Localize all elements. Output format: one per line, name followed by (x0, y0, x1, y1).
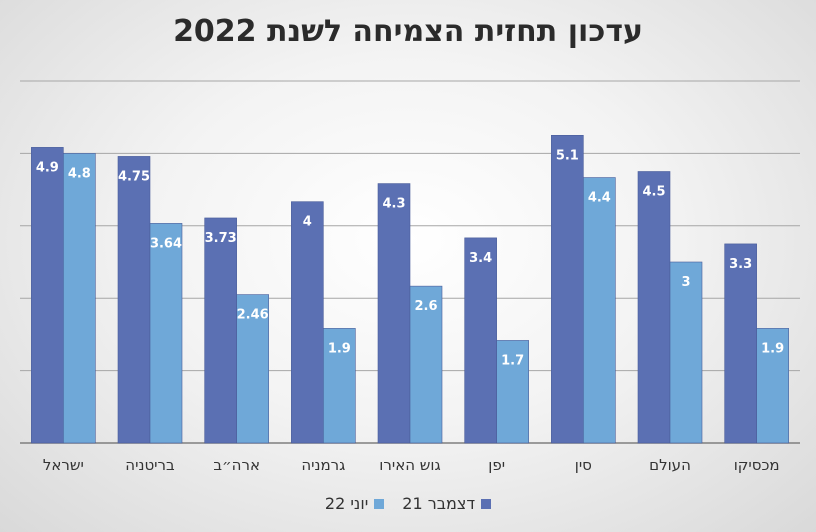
bar-dec21 (291, 201, 324, 444)
data-label: 4.75 (118, 169, 150, 184)
data-label: 4.9 (36, 160, 59, 175)
data-label: 1.9 (761, 341, 784, 356)
x-tick-label: ישראל (43, 456, 84, 474)
data-label: 3.4 (469, 251, 492, 266)
data-label: 4.4 (588, 191, 611, 206)
data-label: 4.3 (382, 197, 405, 212)
data-label: 3.64 (150, 236, 182, 251)
bar-jun22 (496, 340, 529, 444)
bar-jun22 (756, 328, 789, 444)
bar-dec21 (637, 171, 671, 444)
bar-jun22 (149, 223, 183, 444)
x-tick-label: סין (575, 456, 592, 474)
x-tick-label: גוש האירו (379, 456, 440, 474)
data-label: 3 (681, 275, 690, 290)
data-label: 3.3 (729, 257, 752, 272)
bar-jun22 (236, 294, 269, 444)
bar-dec21 (204, 217, 237, 444)
bar-dec21 (31, 147, 64, 444)
bar-dec21 (464, 237, 497, 444)
x-tick-label: העולם (649, 456, 691, 474)
bar-jun22 (409, 285, 443, 444)
bar-jun22 (669, 261, 703, 444)
bar-dec21 (724, 243, 757, 444)
bar-dec21 (117, 156, 151, 444)
data-label: 2.6 (414, 299, 437, 314)
x-tick-label: גרמניה (301, 456, 345, 474)
x-tick-label: מכסיקו (734, 456, 780, 474)
bar-jun22 (63, 153, 96, 444)
bar-jun22 (583, 177, 616, 444)
legend: דצמבר 21 יוני 22 (0, 494, 816, 513)
data-label: 1.9 (328, 341, 351, 356)
legend-item-jun22: יוני 22 (324, 494, 385, 513)
data-label: 4 (303, 215, 312, 230)
legend-item-dec21: דצמבר 21 (402, 494, 492, 513)
bar-jun22 (323, 328, 356, 444)
legend-label-dec21: דצמבר 21 (402, 494, 476, 513)
data-label: 4.5 (642, 185, 665, 200)
bar-dec21 (551, 135, 584, 444)
chart-title: עדכון תחזית הצמיחה לשנת 2022 (173, 14, 643, 49)
x-tick-label: בריטניה (125, 456, 175, 474)
data-label: 1.7 (501, 353, 524, 368)
bar-dec21 (377, 183, 411, 444)
x-tick-label: ארה״ב (213, 456, 260, 474)
data-label: 2.46 (237, 308, 269, 323)
data-label: 3.73 (205, 231, 237, 246)
x-tick-label: יפן (488, 456, 505, 474)
legend-label-jun22: יוני 22 (324, 494, 369, 513)
legend-swatch-jun22 (374, 498, 385, 509)
data-label: 5.1 (556, 148, 579, 163)
legend-swatch-dec21 (481, 498, 492, 509)
data-label: 4.8 (68, 166, 91, 181)
